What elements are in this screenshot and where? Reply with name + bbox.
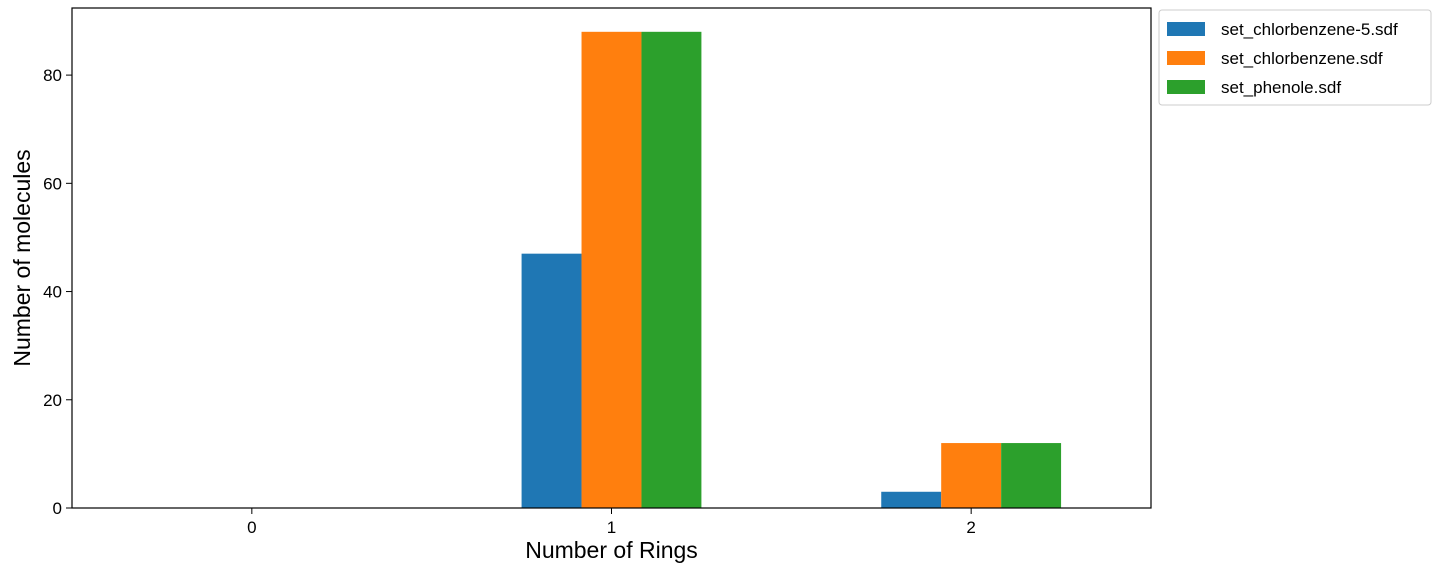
x-tick-label-1: 1 — [607, 518, 616, 537]
bar-2-1 — [641, 31, 702, 509]
bar-0-1 — [521, 253, 582, 508]
x-axis-label: Number of Rings — [525, 537, 698, 563]
bars-group — [521, 31, 1062, 509]
bar-1-1 — [581, 31, 642, 509]
x-axis-ticks: 0 1 2 — [247, 508, 976, 537]
y-tick-label-3: 60 — [43, 174, 62, 193]
legend-label-2: set_phenole.sdf — [1221, 78, 1341, 97]
legend-frame — [1158, 9, 1432, 106]
y-tick-label-2: 40 — [43, 283, 62, 302]
y-axis-ticks: 0 20 40 60 80 — [43, 66, 72, 518]
bar-0-2 — [881, 491, 942, 508]
y-tick-label-0: 0 — [53, 499, 62, 518]
legend-label-1: set_chlorbenzene.sdf — [1221, 49, 1383, 68]
legend: set_chlorbenzene-5.sdf set_chlorbenzene.s… — [1158, 9, 1432, 106]
legend-swatch-1 — [1167, 51, 1205, 65]
y-axis-label: Number of molecules — [9, 149, 35, 366]
legend-swatch-0 — [1167, 22, 1205, 36]
legend-label-0: set_chlorbenzene-5.sdf — [1221, 20, 1398, 39]
y-tick-label-1: 20 — [43, 391, 62, 410]
legend-swatch-2 — [1167, 80, 1205, 94]
x-tick-label-0: 0 — [247, 518, 256, 537]
bar-1-2 — [941, 443, 1002, 508]
y-tick-label-4: 80 — [43, 66, 62, 85]
bar-2-2 — [1001, 443, 1062, 508]
x-tick-label-2: 2 — [966, 518, 975, 537]
